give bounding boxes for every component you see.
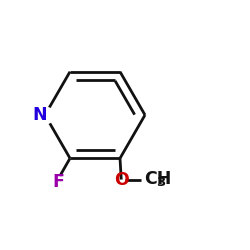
Text: N: N xyxy=(32,106,47,124)
Text: CH: CH xyxy=(144,170,171,188)
Text: F: F xyxy=(53,173,65,191)
Text: 3: 3 xyxy=(156,176,165,189)
Text: O: O xyxy=(114,170,128,188)
